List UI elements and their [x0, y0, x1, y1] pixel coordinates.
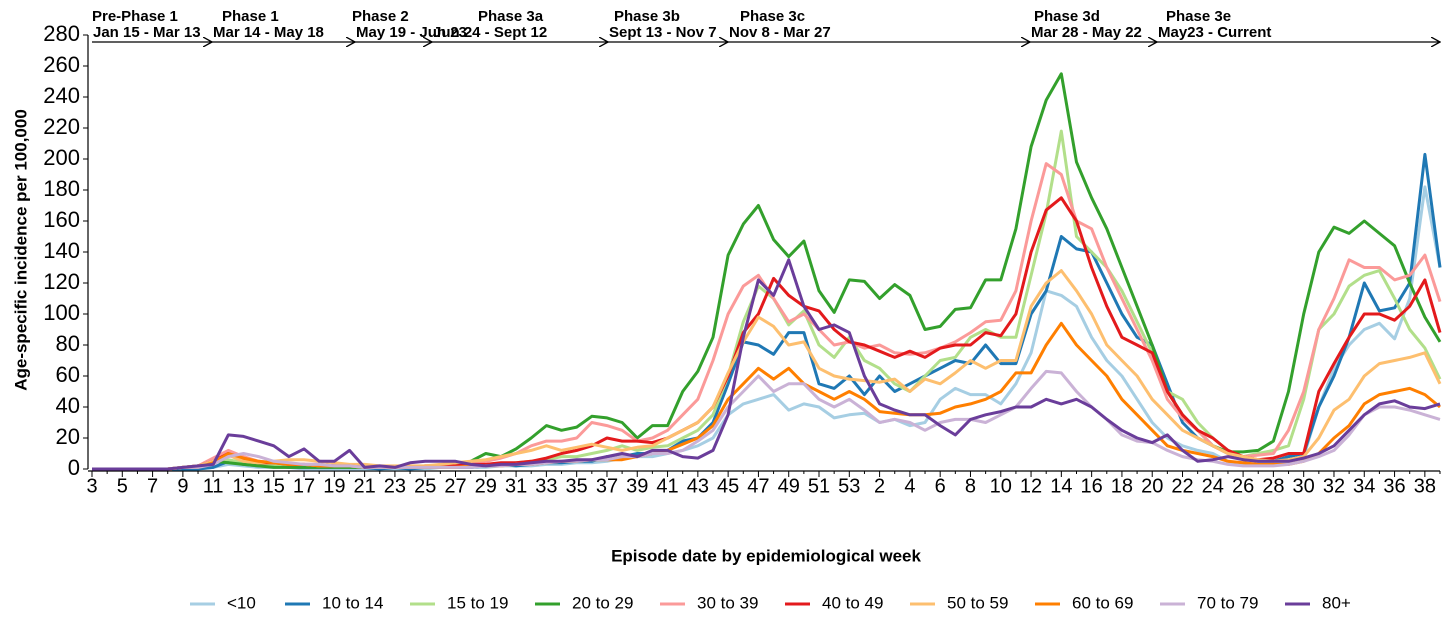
x-tick-label: 38: [1414, 475, 1436, 497]
phase-name: Phase 3e: [1166, 8, 1231, 25]
phase-name: Phase 2: [352, 8, 409, 25]
x-tick-label: 45: [717, 475, 739, 497]
y-tick-label: 160: [43, 207, 80, 232]
legend-label: 40 to 49: [822, 593, 883, 612]
x-tick-label: 24: [1202, 475, 1224, 497]
y-tick-label: 140: [43, 238, 80, 263]
x-tick-label: 51: [808, 475, 830, 497]
phase-name: Phase 3d: [1034, 8, 1100, 25]
x-tick-label: 15: [263, 475, 285, 497]
phase-dates: Jun 24 - Sept 12: [433, 24, 547, 41]
phase-name: Phase 3c: [740, 8, 805, 25]
x-tick-label: 18: [1111, 475, 1133, 497]
y-tick-label: 280: [43, 21, 80, 46]
series-line: [92, 369, 1441, 471]
x-tick-label: 20: [1141, 475, 1163, 497]
x-tick-label: 47: [747, 475, 769, 497]
y-tick-label: 240: [43, 83, 80, 108]
x-axis-label: Episode date by epidemiological week: [611, 546, 921, 565]
x-tick-label: 8: [965, 475, 976, 497]
x-tick-label: 19: [323, 475, 345, 497]
x-tick-label: 49: [778, 475, 800, 497]
x-tick-label: 37: [596, 475, 618, 497]
x-tick-label: 22: [1171, 475, 1193, 497]
x-tick-label: 11: [203, 475, 224, 497]
series-line: [92, 185, 1442, 471]
x-tick-label: 14: [1050, 475, 1072, 497]
series-line: [92, 72, 1442, 471]
x-tick-label: 10: [990, 475, 1012, 497]
x-tick-label: 30: [1293, 475, 1315, 497]
y-tick-label: 200: [43, 145, 80, 170]
phase-dates: May23 - Current: [1158, 24, 1271, 41]
y-tick-label: 180: [43, 176, 80, 201]
x-tick-label: 29: [475, 475, 497, 497]
series-line: [92, 162, 1442, 471]
legend-label: 15 to 19: [447, 593, 508, 612]
legend-label: 30 to 39: [697, 593, 758, 612]
x-tick-label: 5: [117, 475, 128, 497]
legend-label: 10 to 14: [322, 593, 383, 612]
series-line: [92, 152, 1442, 471]
phase-dates: Mar 28 - May 22: [1031, 24, 1142, 41]
x-tick-label: 12: [1020, 475, 1042, 497]
x-tick-label: 36: [1383, 475, 1405, 497]
phase-dates: Sept 13 - Nov 7: [609, 24, 717, 41]
y-tick-label: 40: [56, 393, 80, 418]
x-tick-label: 3: [86, 475, 97, 497]
y-tick-label: 60: [56, 362, 80, 387]
x-tick-label: 34: [1353, 475, 1375, 497]
x-tick-label: 23: [384, 475, 406, 497]
series-line: [92, 269, 1442, 471]
x-tick-label: 41: [656, 475, 678, 497]
x-tick-label: 25: [414, 475, 436, 497]
x-tick-label: 27: [444, 475, 466, 497]
x-tick-label: 26: [1232, 475, 1254, 497]
phase-dates: Nov 8 - Mar 27: [729, 24, 831, 41]
phase-dates: Mar 14 - May 18: [213, 24, 324, 41]
phase-name: Phase 1: [222, 8, 279, 25]
y-tick-label: 100: [43, 300, 80, 325]
x-tick-label: 33: [535, 475, 557, 497]
legend-label: 50 to 59: [947, 593, 1008, 612]
x-tick-label: 7: [147, 475, 158, 497]
y-tick-label: 20: [56, 424, 80, 449]
x-tick-label: 13: [232, 475, 254, 497]
phase-name: Pre-Phase 1: [92, 8, 178, 25]
phase-name: Phase 3b: [614, 8, 680, 25]
x-tick-label: 9: [177, 475, 188, 497]
phase-dates: May 19 - Jun 23: [356, 24, 467, 41]
x-tick-label: 39: [626, 475, 648, 497]
x-tick-label: 43: [687, 475, 709, 497]
y-axis-label: Age-specific incidence per 100,000: [11, 109, 30, 391]
y-tick-label: 0: [68, 455, 80, 480]
phase-name: Phase 3a: [478, 8, 544, 25]
legend-label: <10: [227, 593, 256, 612]
series-line: [92, 196, 1442, 471]
series-line: [92, 258, 1441, 471]
x-tick-label: 31: [505, 475, 527, 497]
x-tick-label: 2: [874, 475, 885, 497]
phase-dates: Jan 15 - Mar 13: [93, 24, 201, 41]
y-tick-label: 260: [43, 52, 80, 77]
x-tick-label: 32: [1323, 475, 1345, 497]
legend-label: 70 to 79: [1197, 593, 1258, 612]
x-tick-label: 4: [904, 475, 915, 497]
legend-label: 60 to 69: [1072, 593, 1133, 612]
x-tick-label: 35: [566, 475, 588, 497]
x-tick-label: 53: [838, 475, 860, 497]
y-tick-label: 120: [43, 269, 80, 294]
x-tick-label: 6: [935, 475, 946, 497]
series-line: [92, 129, 1442, 471]
y-tick-label: 80: [56, 331, 80, 356]
x-tick-label: 16: [1081, 475, 1103, 497]
legend-label: 80+: [1322, 593, 1351, 612]
x-tick-label: 17: [293, 475, 315, 497]
x-tick-label: 28: [1262, 475, 1284, 497]
legend-label: 20 to 29: [572, 593, 633, 612]
y-tick-label: 220: [43, 114, 80, 139]
x-tick-label: 21: [354, 475, 376, 497]
